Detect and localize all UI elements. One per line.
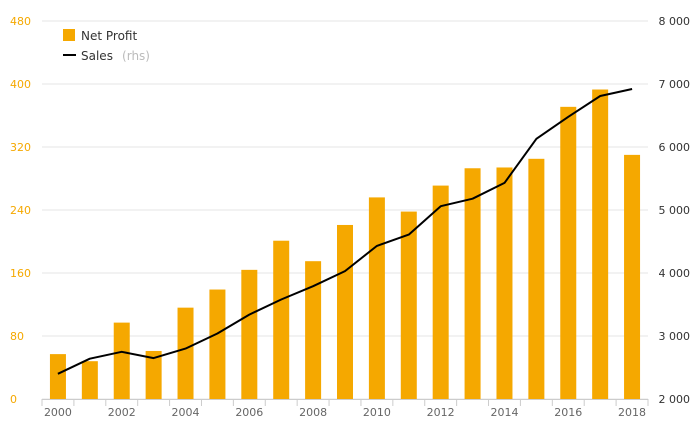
line-sales [57, 88, 633, 375]
right-tick-label: 4 000 [659, 267, 691, 280]
bar-net-profit-2014 [496, 167, 513, 399]
bar-net-profit-2012 [432, 185, 449, 399]
bar-net-profit-2011 [400, 211, 417, 399]
bar-net-profit-2006 [241, 269, 258, 399]
right-axis-ticks: 2 000 3 000 4 000 5 000 6 000 7 000 8 000 [659, 15, 691, 406]
legend-label-sales: Sales [81, 49, 113, 63]
x-tick-label: 2006 [235, 406, 263, 419]
bar-net-profit-2001 [81, 361, 98, 399]
right-tick-label: 6 000 [659, 141, 691, 154]
legend-label-sales-suffix: (rhs) [122, 49, 150, 63]
left-tick-label: 400 [10, 78, 31, 91]
left-tick-label: 0 [10, 393, 17, 406]
bar-net-profit-2009 [337, 224, 353, 399]
sales-line-group [57, 88, 633, 375]
left-tick-label: 80 [10, 330, 24, 343]
right-tick-label: 2 000 [659, 393, 691, 406]
bar-net-profit-2010 [368, 197, 385, 399]
right-tick-label: 7 000 [659, 78, 691, 91]
bar-net-profit-2003 [145, 350, 162, 399]
net-profit-bars [49, 89, 641, 400]
axes [41, 399, 649, 406]
left-tick-label: 480 [10, 15, 31, 28]
right-tick-label: 3 000 [659, 330, 691, 343]
bar-net-profit-2000 [49, 354, 66, 399]
x-tick-label: 2000 [44, 406, 72, 419]
bar-net-profit-2018 [624, 154, 641, 399]
x-tick-label: 2010 [363, 406, 391, 419]
x-tick-label: 2002 [108, 406, 136, 419]
left-tick-label: 240 [10, 204, 31, 217]
bar-net-profit-2007 [273, 240, 290, 399]
bar-net-profit-2016 [560, 106, 577, 400]
bar-net-profit-2013 [464, 168, 481, 399]
right-tick-label: 5 000 [659, 204, 691, 217]
x-tick-label: 2012 [427, 406, 455, 419]
bar-net-profit-2008 [305, 261, 322, 399]
x-tick-label: 2008 [299, 406, 327, 419]
bar-net-profit-2002 [113, 322, 130, 399]
left-axis-ticks: 0 80 160 240 320 400 480 [10, 15, 31, 406]
bar-net-profit-2005 [209, 289, 226, 399]
right-tick-label: 8 000 [659, 15, 691, 28]
left-tick-label: 320 [10, 141, 31, 154]
bar-net-profit-2015 [528, 158, 545, 399]
x-tick-label: 2016 [554, 406, 582, 419]
x-tick-label: 2004 [172, 406, 200, 419]
legend: Net Profit Sales (rhs) [63, 29, 150, 64]
x-tick-label: 2014 [490, 406, 518, 419]
svg-text:Sales (rhs): Sales (rhs) [81, 45, 150, 64]
bar-net-profit-2017 [592, 89, 609, 399]
left-tick-label: 160 [10, 267, 31, 280]
bar-net-profit-2004 [177, 307, 194, 399]
legend-swatch-net-profit [63, 29, 75, 41]
x-tick-label: 2018 [618, 406, 646, 419]
legend-label-net-profit: Net Profit [81, 29, 137, 43]
x-axis-ticks: 2000 2002 2004 2006 2008 2010 2012 2014 2016 2018 [44, 406, 646, 419]
